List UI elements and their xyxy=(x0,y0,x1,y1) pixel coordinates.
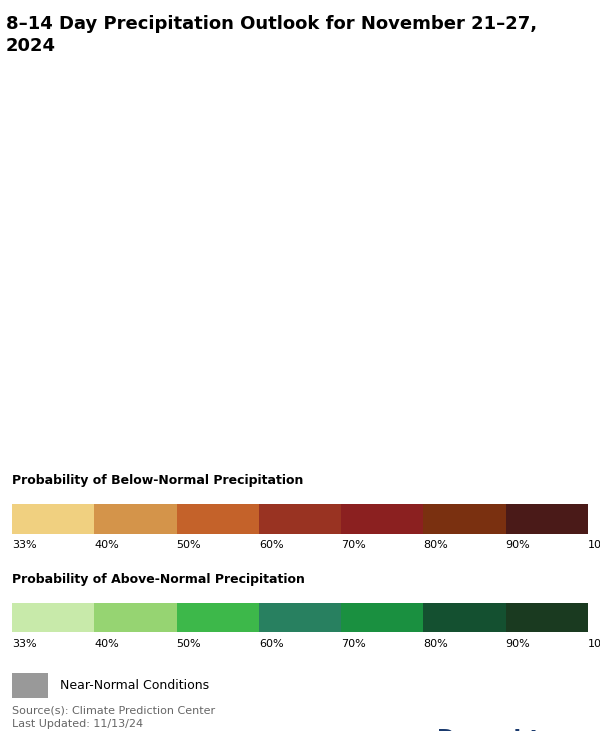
Text: 40%: 40% xyxy=(94,540,119,550)
Text: 70%: 70% xyxy=(341,639,366,648)
Text: Near-Normal Conditions: Near-Normal Conditions xyxy=(60,679,209,692)
Text: 80%: 80% xyxy=(424,540,448,550)
Text: 100%: 100% xyxy=(588,639,600,648)
Text: 60%: 60% xyxy=(259,639,283,648)
Text: 33%: 33% xyxy=(12,540,37,550)
Text: 70%: 70% xyxy=(341,540,366,550)
Text: Probability of Below-Normal Precipitation: Probability of Below-Normal Precipitatio… xyxy=(12,474,304,487)
Text: 100%: 100% xyxy=(588,540,600,550)
Text: 50%: 50% xyxy=(176,639,201,648)
Text: 8–14 Day Precipitation Outlook for November 21–27,
2024: 8–14 Day Precipitation Outlook for Novem… xyxy=(6,15,537,55)
Text: Drought.gov: Drought.gov xyxy=(437,730,594,731)
Text: 90%: 90% xyxy=(506,639,530,648)
Text: 33%: 33% xyxy=(12,639,37,648)
Text: Source(s): Climate Prediction Center
Last Updated: 11/13/24: Source(s): Climate Prediction Center Las… xyxy=(12,705,215,730)
Text: 90%: 90% xyxy=(506,540,530,550)
Text: 40%: 40% xyxy=(94,639,119,648)
Text: 50%: 50% xyxy=(176,540,201,550)
Text: 60%: 60% xyxy=(259,540,283,550)
Text: Probability of Above-Normal Precipitation: Probability of Above-Normal Precipitatio… xyxy=(12,573,305,586)
Text: 80%: 80% xyxy=(424,639,448,648)
